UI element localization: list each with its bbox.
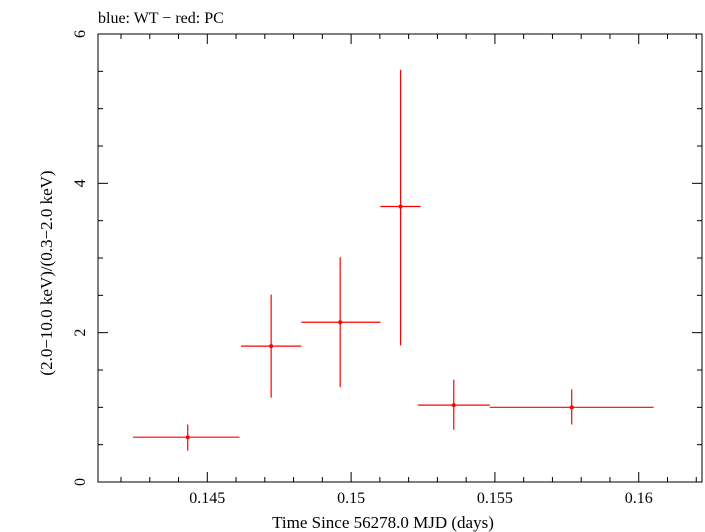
data-point [133,424,240,451]
y-tick-label: 6 [72,30,89,38]
data-point [417,379,490,430]
y-tick-label: 0 [72,478,89,486]
x-tick-label: 0.145 [189,490,225,507]
x-axis: 0.145 0.15 0.155 0.16 [120,34,697,507]
y-tick-label: 4 [72,179,89,187]
data-point [489,389,654,425]
data-marker [398,204,403,209]
y-tick-label: 2 [72,329,89,337]
x-tick-label: 0.16 [625,490,653,507]
y-axis: 0 2 4 6 [72,30,702,486]
x-tick-label: 0.155 [477,490,513,507]
data-point [240,294,302,398]
x-axis-label: Time Since 56278.0 MJD (days) [272,513,494,532]
data-marker [338,320,343,325]
chart-title: blue: WT − red: PC [98,10,224,27]
data-point [301,257,381,388]
data-marker [269,344,274,349]
data-series-pc [133,69,654,451]
data-marker [569,405,574,410]
data-marker [451,403,456,408]
data-marker [185,435,190,440]
x-tick-label: 0.15 [337,490,365,507]
y-axis-label: (2.0−10.0 keV)/(0.3−2.0 keV) [37,170,56,375]
data-point [380,69,421,346]
